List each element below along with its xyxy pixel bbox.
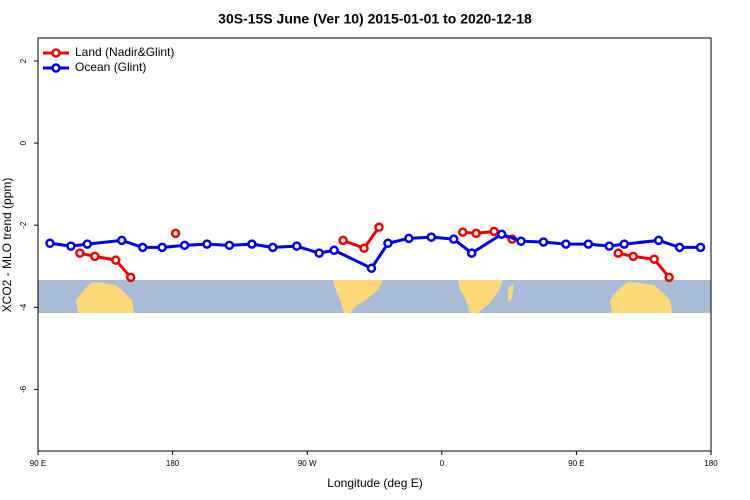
data-point	[583, 239, 594, 249]
y-tick-label: 2	[19, 58, 28, 63]
x-tick-label: 90 E	[30, 459, 46, 468]
land-shape	[76, 282, 134, 313]
land-shape	[610, 282, 672, 313]
data-point	[66, 241, 76, 251]
data-point	[561, 239, 571, 249]
data-point	[314, 248, 324, 258]
data-point	[170, 228, 181, 239]
data-point	[329, 245, 339, 255]
land-shape	[333, 280, 383, 313]
data-point	[111, 255, 121, 265]
data-point	[374, 222, 384, 233]
data-point	[383, 238, 393, 249]
data-point	[366, 263, 377, 274]
data-point	[179, 240, 190, 251]
legend-marker	[51, 48, 61, 58]
y-axis-label: XCO2 - MLO trend (ppm)	[0, 178, 14, 313]
legend-label: Land (Nadir&Glint)	[75, 45, 174, 59]
legend-marker	[51, 63, 61, 73]
data-point	[82, 239, 93, 249]
data-point	[45, 238, 55, 249]
series-line	[49, 232, 701, 270]
y-tick-label: -2	[19, 221, 28, 229]
data-point	[649, 254, 659, 265]
y-tick-label: -6	[19, 385, 28, 393]
data-point	[619, 239, 630, 249]
data-point	[247, 239, 257, 249]
data-point	[674, 242, 685, 253]
data-point	[117, 235, 127, 246]
land-shape	[458, 280, 514, 313]
data-point	[224, 240, 235, 251]
data-point	[291, 241, 302, 251]
data-point	[466, 248, 477, 258]
data-point	[90, 251, 100, 262]
data-point	[338, 235, 348, 246]
data-point	[496, 229, 507, 239]
legend-label: Ocean (Glint)	[75, 60, 146, 74]
data-point	[268, 242, 278, 253]
data-point	[664, 272, 674, 283]
data-point	[157, 242, 167, 253]
x-tick-label: 90 W	[298, 459, 317, 468]
data-point	[489, 226, 499, 237]
x-tick-label: 90 E	[568, 459, 584, 468]
data-point	[695, 242, 706, 253]
x-tick-label: 0	[440, 459, 445, 468]
plot-frame	[37, 37, 712, 452]
data-point	[449, 234, 459, 244]
data-point	[457, 227, 468, 237]
data-point	[516, 236, 526, 246]
chart-title: 30S-15S June (Ver 10) 2015-01-01 to 2020…	[218, 11, 532, 27]
data-point	[653, 235, 664, 246]
data-point	[471, 228, 481, 239]
x-axis-label: Longitude (deg E)	[327, 476, 422, 490]
data-point	[125, 272, 136, 283]
data-point	[75, 248, 85, 258]
data-point	[359, 243, 369, 253]
data-point	[137, 242, 148, 253]
data-point	[426, 232, 437, 242]
data-point	[604, 241, 615, 251]
y-tick-label: -4	[19, 303, 28, 311]
map-strip	[38, 280, 711, 313]
data-point	[613, 248, 624, 258]
data-point	[628, 251, 638, 262]
x-tick-label: 180	[166, 459, 180, 468]
y-tick-label: 0	[19, 140, 28, 145]
data-point	[202, 239, 212, 249]
data-point	[538, 237, 549, 247]
x-tick-label: 180	[704, 459, 718, 468]
data-point	[404, 233, 414, 244]
